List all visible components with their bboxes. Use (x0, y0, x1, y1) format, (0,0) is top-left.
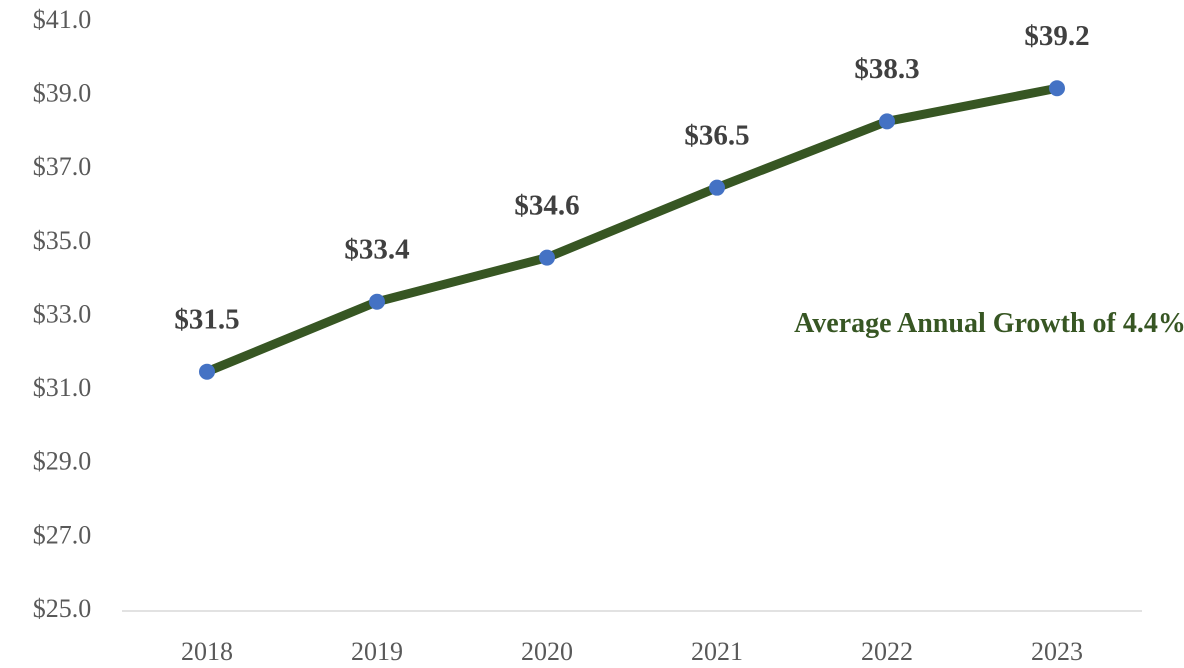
marker (369, 293, 385, 310)
x-tick-label: 2023 (1031, 637, 1083, 666)
y-tick-label: $37.0 (33, 152, 92, 181)
annotation: Average Annual Growth of 4.4% (794, 308, 1184, 339)
y-tick-label: $39.0 (33, 79, 92, 108)
x-tick-label: 2019 (351, 637, 403, 666)
marker (539, 249, 555, 266)
x-tick-label: 2018 (181, 637, 233, 666)
data-label: $33.4 (344, 233, 409, 265)
marker (709, 179, 725, 196)
data-label: $34.6 (514, 189, 579, 221)
data-label: $36.5 (684, 119, 749, 151)
marker (879, 113, 895, 130)
marker (1049, 80, 1065, 97)
x-tick-label: 2021 (691, 637, 743, 666)
x-tick-label: 2020 (521, 637, 573, 666)
y-tick-label: $29.0 (33, 447, 92, 476)
data-label: $31.5 (174, 303, 239, 335)
x-tick-label: 2022 (861, 637, 913, 666)
y-tick-label: $35.0 (33, 226, 92, 255)
y-tick-label: $41.0 (33, 5, 92, 34)
y-tick-label: $27.0 (33, 520, 92, 549)
data-label: $38.3 (854, 53, 919, 85)
y-tick-label: $33.0 (33, 299, 92, 328)
marker (199, 363, 215, 380)
data-label: $39.2 (1024, 20, 1089, 52)
y-tick-label: $25.0 (33, 594, 92, 623)
line (205, 83, 1058, 376)
y-tick-label: $31.0 (33, 373, 92, 402)
